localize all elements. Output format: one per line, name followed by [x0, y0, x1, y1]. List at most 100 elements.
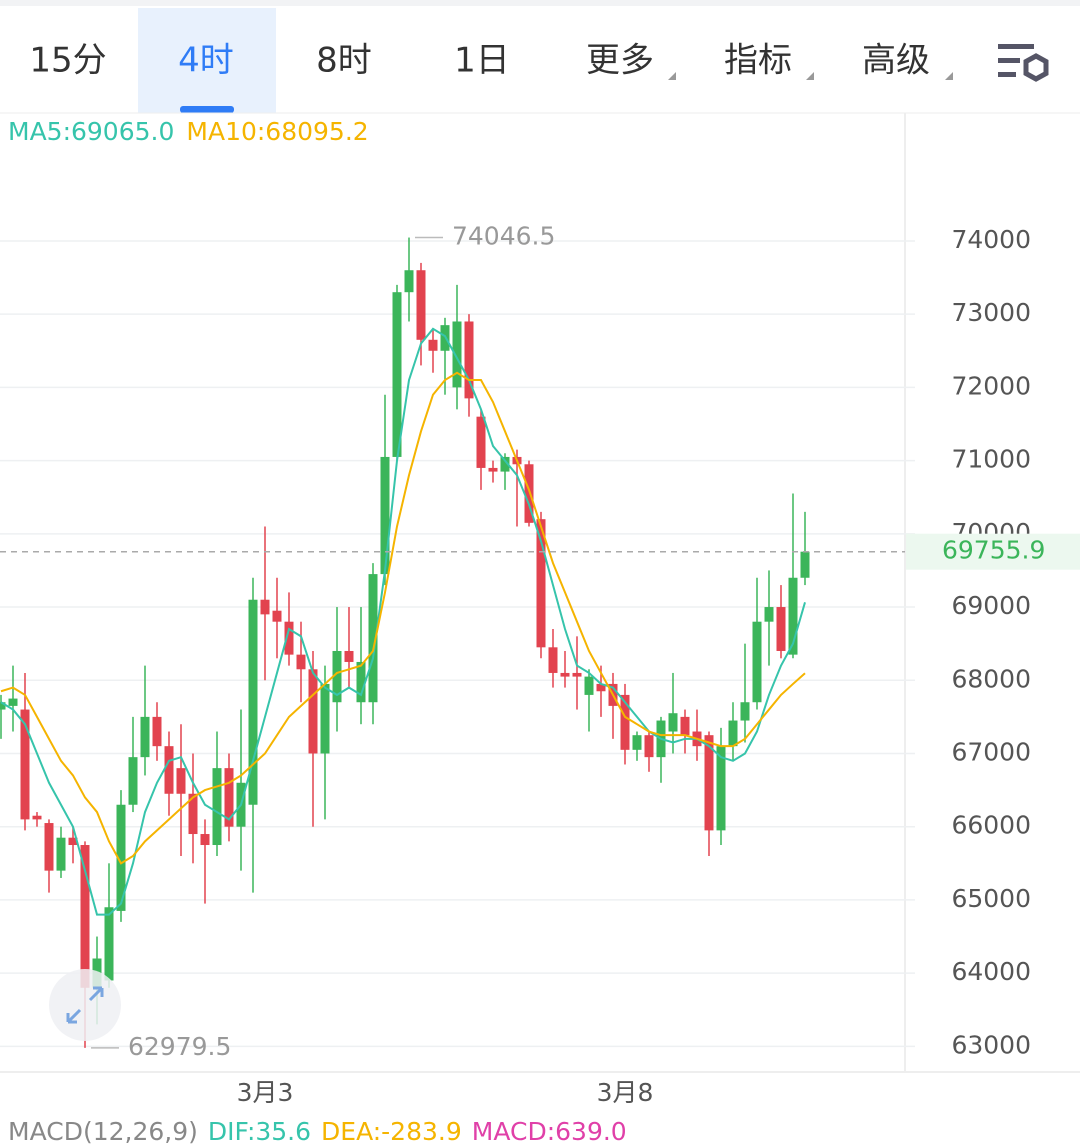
- candle-body: [248, 599, 258, 805]
- candle-body: [548, 647, 558, 673]
- icon-bar: [998, 44, 1034, 49]
- candle-body: [152, 716, 162, 747]
- tab[interactable]: 4时: [178, 41, 234, 81]
- candle-body: [644, 735, 654, 758]
- candle-body: [68, 837, 78, 846]
- candle-body: [200, 834, 210, 846]
- grid: 6300064000650006600067000680006900070000…: [0, 225, 1031, 1107]
- tab[interactable]: 8时: [316, 41, 372, 81]
- tab[interactable]: 15分: [29, 41, 106, 81]
- candle-body: [260, 599, 270, 615]
- candle-body: [284, 621, 294, 655]
- candle-body: [320, 683, 330, 754]
- candle-body: [680, 716, 690, 736]
- candle-body: [20, 709, 30, 820]
- dropdown-marker: [945, 72, 953, 80]
- candle-body: [308, 669, 318, 754]
- candle-body: [500, 456, 510, 472]
- plot: [0, 237, 810, 1048]
- legend-entry: MA10:68095.2: [186, 117, 368, 146]
- candle-body: [668, 713, 678, 732]
- indicator-value: DIF:35.6: [208, 1117, 311, 1146]
- candle-body: [128, 757, 138, 805]
- candle-body: [404, 270, 414, 293]
- y-tick-label: 69000: [951, 591, 1031, 620]
- dropdown-marker: [668, 72, 676, 80]
- candle-body: [740, 702, 750, 721]
- y-tick-label: 65000: [951, 884, 1031, 913]
- candle-body: [356, 661, 366, 703]
- candle-body: [80, 845, 90, 988]
- y-tick-label: 71000: [951, 445, 1031, 474]
- status-strip: [0, 0, 1080, 6]
- candle-body: [176, 768, 186, 794]
- indicator-value: DEA:-283.9: [321, 1117, 462, 1146]
- candle-body: [0, 702, 6, 710]
- icon-bar: [998, 72, 1016, 77]
- candle-body: [632, 735, 642, 750]
- candle-body: [488, 467, 498, 472]
- candle-body: [164, 746, 174, 794]
- icon-bar: [998, 58, 1020, 63]
- y-tick-label: 63000: [951, 1030, 1031, 1059]
- tab-dropdown-markers: [668, 72, 953, 80]
- candle-body: [392, 292, 402, 457]
- candle-body: [572, 672, 582, 677]
- y-tick-label: 72000: [951, 371, 1031, 400]
- candle-body: [212, 768, 222, 846]
- tab[interactable]: 更多: [586, 41, 654, 81]
- x-tick-label: 3月8: [597, 1078, 654, 1107]
- indicator-title: MACD(12,26,9): [8, 1117, 198, 1146]
- candle-body: [380, 456, 390, 575]
- y-tick-label: 68000: [951, 664, 1031, 693]
- zoom-circle: [49, 969, 121, 1041]
- candle-body: [536, 519, 546, 648]
- x-tick-label: 3月3: [237, 1078, 294, 1107]
- candle-body: [524, 464, 534, 523]
- candle-body: [140, 716, 150, 758]
- candle-body: [8, 698, 18, 706]
- ma-line: [0, 371, 806, 865]
- y-tick-label: 66000: [951, 811, 1031, 840]
- settings-icon[interactable]: [998, 44, 1049, 82]
- legend-entry: MA5:69065.0: [8, 117, 174, 146]
- candle-body: [764, 607, 774, 622]
- zoom-button[interactable]: [49, 969, 121, 1041]
- candle-body: [560, 672, 570, 677]
- candle-body: [56, 837, 66, 871]
- candle-body: [344, 650, 354, 662]
- candle-body: [32, 815, 42, 820]
- legend: MA5:69065.0 MA10:68095.2: [8, 117, 369, 146]
- candle-body: [476, 416, 486, 468]
- candle-body: [728, 720, 738, 747]
- tab[interactable]: 指标: [724, 41, 792, 81]
- tab-bar: 15分 4时 8时 1日 更多 指标 高级: [29, 8, 930, 113]
- candle-body: [596, 683, 606, 692]
- max-label: 74046.5: [452, 222, 555, 251]
- active-tab-bg: [138, 8, 276, 113]
- candle-body: [704, 735, 714, 831]
- current-price-label: 69755.9: [942, 536, 1045, 565]
- tab[interactable]: 1日: [454, 41, 510, 81]
- candle-body: [752, 621, 762, 703]
- y-tick-label: 74000: [951, 225, 1031, 254]
- candle-body: [620, 694, 630, 750]
- current-price-bg: [906, 533, 1080, 570]
- candle-body: [776, 607, 786, 651]
- overlay: 74046.5 62979.5 69755.9: [0, 222, 1080, 1061]
- candle-body: [452, 321, 462, 388]
- candle-body: [584, 676, 594, 695]
- candle-body: [272, 610, 282, 622]
- indicator-legend: MACD(12,26,9) DIF:35.6 DEA:-283.9 MACD:639.…: [8, 1117, 627, 1146]
- indicator-value: MACD:639.0: [472, 1117, 627, 1146]
- candle-body: [116, 804, 126, 911]
- y-tick-label: 67000: [951, 737, 1031, 766]
- candle-body: [800, 551, 810, 578]
- candle-body: [44, 823, 54, 871]
- min-label: 62979.5: [128, 1032, 231, 1061]
- candle-body: [368, 574, 378, 703]
- tab[interactable]: 高级: [862, 41, 930, 81]
- icon-hex: [1023, 53, 1049, 82]
- y-tick-label: 64000: [951, 957, 1031, 986]
